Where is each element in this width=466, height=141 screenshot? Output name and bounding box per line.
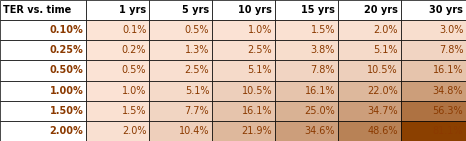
Text: 20 yrs: 20 yrs (364, 5, 398, 15)
Bar (212, 81, 275, 101)
Text: 56.3%: 56.3% (432, 106, 463, 116)
Bar (338, 0, 401, 20)
Text: 1.0%: 1.0% (248, 25, 272, 35)
Bar (0, 81, 86, 101)
Bar (275, 0, 338, 20)
Text: 5.1%: 5.1% (247, 66, 272, 75)
Bar (401, 0, 466, 20)
Text: 0.5%: 0.5% (122, 66, 146, 75)
Bar (338, 40, 401, 60)
Bar (0, 60, 86, 81)
Bar (338, 20, 401, 40)
Text: 1 yrs: 1 yrs (119, 5, 146, 15)
Bar (275, 20, 338, 40)
Bar (212, 121, 275, 141)
Text: 34.7%: 34.7% (367, 106, 398, 116)
Bar (0, 101, 86, 121)
Bar (0, 20, 86, 40)
Text: 0.2%: 0.2% (122, 45, 146, 55)
Text: 2.0%: 2.0% (122, 126, 146, 136)
Bar (0, 40, 86, 60)
Bar (149, 40, 212, 60)
Bar (338, 60, 401, 81)
Bar (149, 60, 212, 81)
Text: 0.50%: 0.50% (50, 66, 83, 75)
Text: 3.8%: 3.8% (311, 45, 335, 55)
Text: 16.1%: 16.1% (305, 86, 335, 96)
Text: 10 yrs: 10 yrs (238, 5, 272, 15)
Text: 0.5%: 0.5% (185, 25, 209, 35)
Text: 10.5%: 10.5% (367, 66, 398, 75)
Text: 10.5%: 10.5% (241, 86, 272, 96)
Text: 16.1%: 16.1% (433, 66, 463, 75)
Text: 3.0%: 3.0% (439, 25, 463, 35)
Text: 10.4%: 10.4% (179, 126, 209, 136)
Text: 1.50%: 1.50% (50, 106, 83, 116)
Bar (0, 0, 86, 20)
Bar (275, 60, 338, 81)
Bar (86, 20, 149, 40)
Text: 30 yrs: 30 yrs (429, 5, 463, 15)
Text: 2.5%: 2.5% (185, 66, 209, 75)
Text: 7.8%: 7.8% (310, 66, 335, 75)
Bar (401, 20, 466, 40)
Bar (0, 121, 86, 141)
Bar (401, 121, 466, 141)
Bar (86, 40, 149, 60)
Bar (338, 81, 401, 101)
Text: 0.10%: 0.10% (50, 25, 83, 35)
Text: 21.9%: 21.9% (241, 126, 272, 136)
Bar (338, 121, 401, 141)
Text: 1.00%: 1.00% (50, 86, 83, 96)
Bar (401, 40, 466, 60)
Bar (149, 81, 212, 101)
Text: 34.6%: 34.6% (305, 126, 335, 136)
Bar (212, 0, 275, 20)
Bar (86, 121, 149, 141)
Bar (149, 121, 212, 141)
Bar (275, 81, 338, 101)
Text: 2.0%: 2.0% (373, 25, 398, 35)
Text: 48.6%: 48.6% (368, 126, 398, 136)
Bar (338, 101, 401, 121)
Text: 34.8%: 34.8% (433, 86, 463, 96)
Text: 1.5%: 1.5% (310, 25, 335, 35)
Bar (212, 40, 275, 60)
Bar (275, 121, 338, 141)
Text: 7.7%: 7.7% (185, 106, 209, 116)
Text: 2.5%: 2.5% (247, 45, 272, 55)
Bar (212, 20, 275, 40)
Text: 1.0%: 1.0% (122, 86, 146, 96)
Text: 1.3%: 1.3% (185, 45, 209, 55)
Text: 22.0%: 22.0% (367, 86, 398, 96)
Bar (401, 101, 466, 121)
Bar (86, 81, 149, 101)
Text: 1.5%: 1.5% (122, 106, 146, 116)
Bar (149, 0, 212, 20)
Text: 15 yrs: 15 yrs (301, 5, 335, 15)
Bar (275, 40, 338, 60)
Bar (86, 101, 149, 121)
Text: 81.1%: 81.1% (433, 126, 463, 136)
Text: 0.1%: 0.1% (122, 25, 146, 35)
Text: 5.1%: 5.1% (185, 86, 209, 96)
Bar (401, 81, 466, 101)
Text: 7.8%: 7.8% (439, 45, 463, 55)
Bar (212, 60, 275, 81)
Bar (212, 101, 275, 121)
Text: 5.1%: 5.1% (373, 45, 398, 55)
Text: 0.25%: 0.25% (50, 45, 83, 55)
Bar (86, 60, 149, 81)
Text: 5 yrs: 5 yrs (182, 5, 209, 15)
Text: TER vs. time: TER vs. time (3, 5, 71, 15)
Bar (275, 101, 338, 121)
Bar (86, 0, 149, 20)
Bar (401, 60, 466, 81)
Text: 25.0%: 25.0% (304, 106, 335, 116)
Bar (149, 20, 212, 40)
Text: 16.1%: 16.1% (242, 106, 272, 116)
Text: 2.00%: 2.00% (50, 126, 83, 136)
Bar (149, 101, 212, 121)
